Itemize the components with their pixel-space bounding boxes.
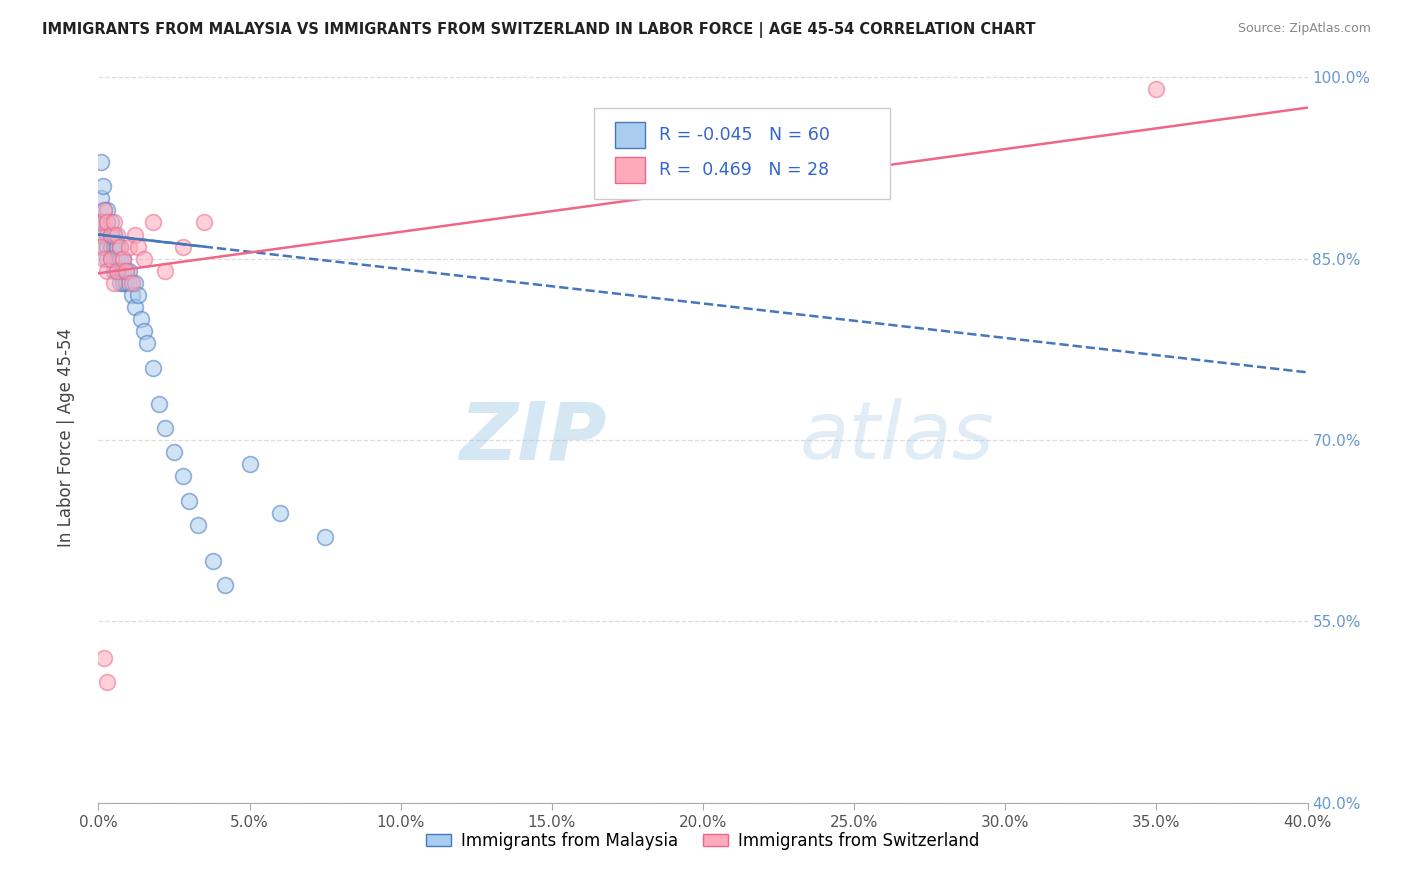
Point xyxy=(111,252,134,266)
Point xyxy=(121,276,143,290)
Point xyxy=(93,252,115,266)
Point xyxy=(179,493,201,508)
Point xyxy=(172,240,194,254)
Point xyxy=(89,227,111,242)
Point xyxy=(132,252,155,266)
Point xyxy=(121,288,143,302)
Point xyxy=(214,578,236,592)
Point xyxy=(111,252,134,266)
Point xyxy=(114,264,136,278)
Point xyxy=(132,324,155,338)
Text: R = -0.045   N = 60: R = -0.045 N = 60 xyxy=(659,126,831,144)
Point xyxy=(103,227,125,242)
Point xyxy=(135,336,157,351)
Point xyxy=(105,227,128,242)
Point xyxy=(202,554,225,568)
Point xyxy=(100,215,122,229)
Point xyxy=(127,240,149,254)
Point xyxy=(114,276,136,290)
Point xyxy=(93,203,115,218)
Point xyxy=(111,264,134,278)
Point xyxy=(105,264,128,278)
Point xyxy=(108,240,131,254)
Point xyxy=(96,215,118,229)
Point xyxy=(90,155,112,169)
Point xyxy=(90,240,112,254)
Point xyxy=(118,264,141,278)
Point xyxy=(90,215,112,229)
Point xyxy=(108,240,131,254)
Point xyxy=(103,252,125,266)
Point xyxy=(142,215,165,229)
Point xyxy=(118,240,141,254)
Point xyxy=(93,240,115,254)
Point xyxy=(100,252,122,266)
Point xyxy=(90,227,112,242)
Point xyxy=(96,215,118,229)
Text: atlas: atlas xyxy=(800,398,994,476)
Point xyxy=(93,650,115,665)
Point xyxy=(91,179,114,194)
Point xyxy=(129,312,152,326)
Point xyxy=(100,227,122,242)
Text: Source: ZipAtlas.com: Source: ZipAtlas.com xyxy=(1237,22,1371,36)
Point xyxy=(103,240,125,254)
Point xyxy=(187,517,209,532)
Point xyxy=(105,240,128,254)
FancyBboxPatch shape xyxy=(614,157,645,183)
Point xyxy=(105,240,128,254)
Point xyxy=(93,227,115,242)
Point xyxy=(103,227,125,242)
Point xyxy=(108,276,131,290)
Point xyxy=(163,445,186,459)
Point xyxy=(96,264,118,278)
Point xyxy=(90,191,112,205)
Point xyxy=(314,530,336,544)
Point xyxy=(153,264,176,278)
Point xyxy=(124,276,146,290)
Point xyxy=(103,240,125,254)
Point xyxy=(100,252,122,266)
FancyBboxPatch shape xyxy=(614,122,645,148)
Point xyxy=(96,240,118,254)
Text: IMMIGRANTS FROM MALAYSIA VS IMMIGRANTS FROM SWITZERLAND IN LABOR FORCE | AGE 45-: IMMIGRANTS FROM MALAYSIA VS IMMIGRANTS F… xyxy=(42,22,1036,38)
Point xyxy=(114,264,136,278)
Point xyxy=(108,264,131,278)
Point xyxy=(89,215,111,229)
Point xyxy=(100,227,122,242)
Point xyxy=(100,227,122,242)
Point xyxy=(108,252,131,266)
Point xyxy=(105,264,128,278)
Point xyxy=(93,215,115,229)
Point xyxy=(153,421,176,435)
Point xyxy=(100,240,122,254)
Point xyxy=(103,264,125,278)
Point xyxy=(148,397,170,411)
Point xyxy=(103,215,125,229)
Point xyxy=(269,506,291,520)
Point xyxy=(90,215,112,229)
Point xyxy=(127,288,149,302)
Y-axis label: In Labor Force | Age 45-54: In Labor Force | Age 45-54 xyxy=(56,327,75,547)
Text: ZIP: ZIP xyxy=(458,398,606,476)
Point xyxy=(124,300,146,314)
Point xyxy=(172,469,194,483)
Point xyxy=(111,276,134,290)
Point xyxy=(1144,82,1167,96)
Point xyxy=(124,227,146,242)
Point xyxy=(103,276,125,290)
FancyBboxPatch shape xyxy=(595,108,890,200)
Point xyxy=(96,203,118,218)
Point xyxy=(142,360,165,375)
Point xyxy=(118,276,141,290)
Point xyxy=(96,227,118,242)
Legend: Immigrants from Malaysia, Immigrants from Switzerland: Immigrants from Malaysia, Immigrants fro… xyxy=(419,825,987,856)
Point xyxy=(96,674,118,689)
Point xyxy=(93,203,115,218)
Point xyxy=(193,215,215,229)
Point xyxy=(96,252,118,266)
Point xyxy=(239,457,262,471)
Text: R =  0.469   N = 28: R = 0.469 N = 28 xyxy=(659,161,830,179)
Point xyxy=(105,252,128,266)
